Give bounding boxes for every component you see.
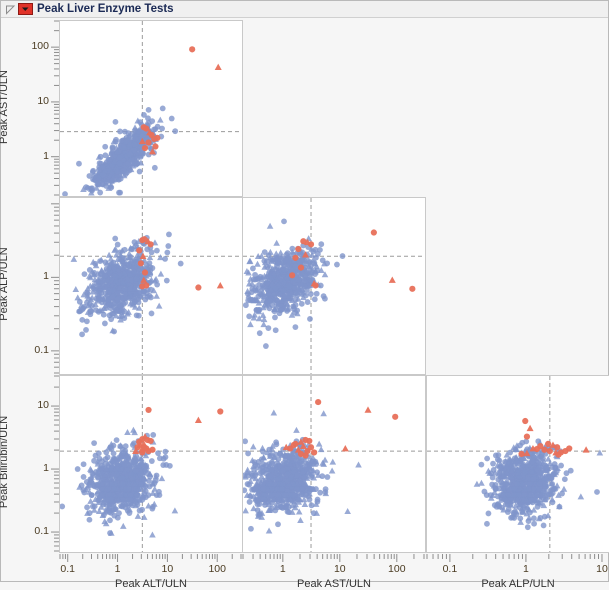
- x-tick-label: 100: [388, 563, 406, 575]
- y-tick-label: 100: [31, 40, 49, 53]
- x-tick-label: 0.1: [442, 563, 458, 575]
- y-tick-label: 0.1: [34, 343, 49, 356]
- scatter-panel-r2c1[interactable]: [59, 197, 243, 375]
- triangle-collapse-icon[interactable]: [4, 3, 17, 16]
- x-tick-label: 10: [333, 563, 346, 575]
- scatter-panel-r3c3[interactable]: [426, 375, 609, 553]
- y-axis-row1: [50, 19, 60, 581]
- red-dropdown-arrow-icon[interactable]: [18, 3, 33, 15]
- scatterplot-matrix: 100 10 1 Peak AST/ULN 1 0.1 Peak ALP/ULN 10 1 0.1…: [0, 19, 609, 590]
- window-titlebar: Peak Liver Enzyme Tests: [1, 1, 608, 18]
- scatter-panel-r1c1[interactable]: [59, 20, 243, 197]
- x-tick-label: 1: [279, 563, 286, 575]
- x-axis-col3: [1, 553, 608, 563]
- x-axis-title-col3: Peak ALP/ULN: [481, 578, 555, 590]
- y-axis-title-row1: Peak AST/ULN: [0, 69, 10, 144]
- x-tick-label: 100: [208, 563, 226, 575]
- x-tick-label: 10: [161, 563, 174, 575]
- scatter-panel-r2c2[interactable]: [242, 197, 426, 375]
- x-tick-label: 10: [596, 563, 608, 575]
- x-axis-col1: [1, 553, 608, 563]
- y-axis-title-row2: Peak ALP/ULN: [0, 247, 10, 321]
- y-tick-label: 1: [43, 462, 49, 475]
- x-axis-title-col1: Peak ALT/ULN: [115, 578, 187, 590]
- y-axis-row2: [50, 19, 60, 581]
- y-tick-label: 1: [43, 270, 49, 283]
- y-axis-row3: [50, 19, 60, 581]
- x-axis-title-col2: Peak AST/ULN: [297, 578, 371, 590]
- x-axis-col2: [1, 553, 608, 563]
- scatter-panel-r3c2[interactable]: [242, 375, 426, 553]
- scatter-panel-r3c1[interactable]: [59, 375, 243, 553]
- y-tick-label: 10: [37, 94, 49, 107]
- page-title: Peak Liver Enzyme Tests: [37, 3, 174, 15]
- y-tick-label: 10: [37, 399, 49, 412]
- x-tick-label: 0.1: [60, 563, 76, 575]
- y-axis-title-row3: Peak Bilirubin/ULN: [0, 415, 10, 509]
- y-tick-label: 0.1: [34, 525, 49, 538]
- y-tick-label: 1: [43, 149, 49, 162]
- x-tick-label: 1: [114, 563, 121, 575]
- x-tick-label: 1: [523, 563, 529, 575]
